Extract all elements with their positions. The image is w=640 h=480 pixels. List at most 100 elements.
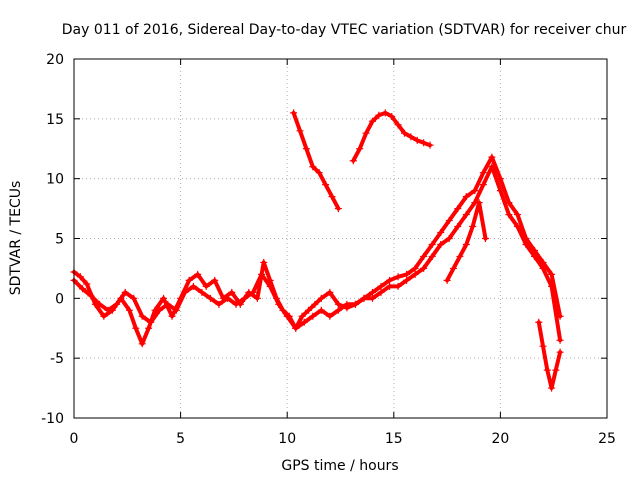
y-tick-label: 15 [46,112,64,128]
data-point [454,223,462,231]
data-point [334,205,342,213]
data-point [469,223,477,231]
data-point [258,270,266,278]
data-point [309,163,317,171]
data-point [388,112,396,120]
x-tick-label: 15 [385,431,403,447]
data-point [168,312,176,320]
data-point [172,306,180,314]
data-point [189,282,197,290]
x-axis-label: GPS time / hours [281,458,398,474]
data-point [87,292,95,300]
data-point [377,288,385,296]
data-point [113,300,121,308]
data-point [302,145,310,153]
x-tick-label: 20 [491,431,509,447]
data-point [228,288,236,296]
data-point [138,340,146,348]
data-point [224,294,232,302]
data-point [543,366,551,374]
data-point [309,312,317,320]
data-point [548,282,556,290]
data-point [513,211,521,219]
data-point [556,336,564,344]
data-point [556,348,564,356]
data-point [79,285,87,293]
data-point [104,306,112,314]
data-point [292,324,300,332]
y-axis: -10 -5 0 5 10 15 20 [41,52,607,427]
data-point [407,133,415,141]
data-point [155,306,163,314]
data-point [386,276,394,284]
x-axis: 0 5 10 15 20 25 [70,59,616,447]
data-point [449,264,457,272]
data-point [343,300,351,308]
data-point [513,223,521,231]
x-tick-label: 10 [278,431,296,447]
data-point [400,129,408,137]
data-point [413,136,421,144]
data-point [296,127,304,135]
data-point [181,288,189,296]
data-point [394,273,402,281]
data-point [241,294,249,302]
data-point [351,300,359,308]
data-point [496,187,504,195]
data-point [428,240,436,248]
data-point [215,300,223,308]
data-point [368,288,376,296]
data-point [194,270,202,278]
series-line-arc-f [536,320,563,391]
data-series [70,109,564,392]
y-tick-label: -10 [41,411,64,427]
data-point [368,117,376,125]
data-point [315,169,323,177]
x-tick-label: 0 [70,431,79,447]
data-point [475,199,483,207]
data-point [479,181,487,189]
data-point [522,240,530,248]
data-point [394,121,402,129]
data-point [428,252,436,260]
data-point [249,288,257,296]
data-point [100,312,108,320]
data-point [328,193,336,201]
series-line-arc-b [72,164,563,343]
data-point [426,141,434,149]
data-point [360,294,368,302]
data-point [198,288,206,296]
data-point [420,252,428,260]
data-point [322,181,330,189]
data-point [300,318,308,326]
data-point [290,109,298,117]
data-point [481,235,489,242]
data-point [479,169,487,177]
series-line-arc-c [291,110,341,211]
data-point [462,193,470,201]
data-point [403,270,411,278]
y-axis-label: SDTVAR / TECUs [8,181,24,296]
data-point [130,294,138,302]
data-point [266,282,274,290]
data-point [160,294,168,302]
data-point [411,264,419,272]
data-point [539,342,547,350]
data-point [456,252,464,260]
data-point [76,273,84,281]
series-line-arc-a [72,155,563,346]
data-point [283,312,291,320]
data-point [411,270,419,278]
data-point [445,217,453,225]
data-point [462,211,470,219]
data-point [260,258,268,266]
data-point [326,288,334,296]
data-point [232,300,240,308]
data-point [206,294,214,302]
data-point [138,312,146,320]
y-tick-label: -5 [50,351,64,367]
data-point [275,300,283,308]
data-point [305,306,313,314]
y-tick-label: 20 [46,52,64,68]
